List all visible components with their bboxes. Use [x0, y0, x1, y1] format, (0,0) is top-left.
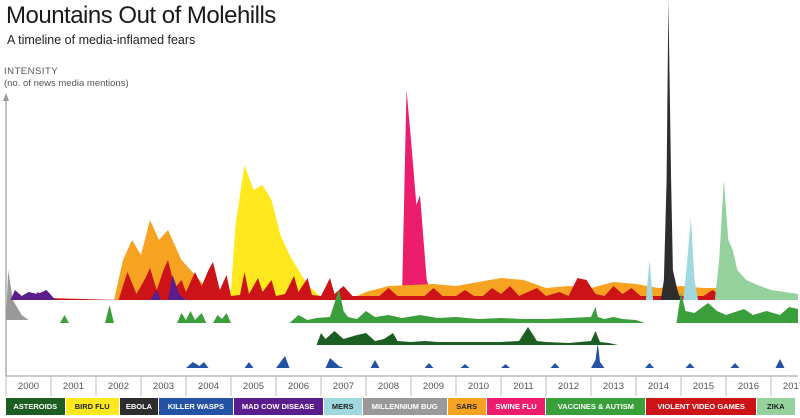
series-zika [714, 180, 798, 300]
series-violent-video-games [33, 260, 798, 300]
x-tick-label: 2006 [288, 381, 309, 392]
x-tick-label: 2017 [783, 381, 800, 392]
y-axis-sublabel: (no. of news media mentions) [4, 78, 129, 89]
x-tick-label: 2011 [513, 381, 533, 392]
x-tick-label: 2009 [423, 381, 444, 392]
series-layer [6, 0, 798, 368]
legend-item-ebola: EBOLA [119, 398, 159, 415]
x-tick-label: 2007 [333, 381, 354, 392]
legend-item-mad-cow-disease: MAD COW DISEASE [233, 398, 324, 415]
legend-item-sars: SARS [447, 398, 487, 415]
x-tick-label: 2003 [153, 381, 174, 392]
x-tick-label: 2002 [108, 381, 129, 392]
legend-item-mers: MERS [323, 398, 363, 415]
x-tick-label: 2016 [738, 381, 759, 392]
x-tick-label: 2000 [18, 381, 39, 392]
legend-item-violent-video-games: VIOLENT VIDEO GAMES [646, 398, 757, 415]
legend: ASTEROIDS BIRD FLU EBOLA KILLER WASPS MAD CO… [6, 398, 796, 415]
legend-item-millennium-bug: MILLENNIUM BUG [362, 398, 448, 415]
x-tick-label: 2001 [63, 381, 84, 392]
series-bird-flu [222, 165, 330, 300]
x-tick-label: 2010 [468, 381, 489, 392]
series-asteroids [316, 327, 618, 345]
x-tick-label: 2013 [603, 381, 624, 392]
series-millennium-bug [6, 270, 29, 320]
series-swine-flu [393, 90, 434, 300]
legend-item-asteroids: ASTEROIDS [6, 398, 66, 415]
legend-item-swine-flu: SWINE FLU [486, 398, 547, 415]
y-axis-label: INTENSITY [4, 66, 59, 77]
x-tick-label: 2004 [198, 381, 219, 392]
legend-item-zika: ZIKA [756, 398, 796, 415]
x-tick-label: 2014 [648, 381, 669, 392]
y-axis-arrow [3, 93, 9, 101]
timeline-chart: 2000 2001 2002 2003 2004 2005 2006 2007 2008 2009… [3, 0, 800, 396]
axis-layer: 2000 2001 2002 2003 2004 2005 2006 2007 2008 2009… [3, 93, 800, 396]
legend-item-killer-wasps: KILLER WASPS [158, 398, 234, 415]
legend-item-bird-flu: BIRD FLU [65, 398, 120, 415]
x-tick-label: 2005 [243, 381, 264, 392]
series-mers [640, 218, 699, 300]
series-killer-wasps [186, 343, 785, 368]
legend-item-vaccines-autism: VACCINES & AUTISM [546, 398, 647, 415]
series-mad-cow-disease [10, 275, 186, 300]
x-tick-label: 2008 [378, 381, 399, 392]
x-tick-label: 2012 [558, 381, 579, 392]
x-tick-label: 2015 [693, 381, 714, 392]
series-ebola [660, 0, 681, 300]
chart-title: Mountains Out of Molehills [6, 2, 276, 29]
series-vaccines-autism [60, 289, 798, 323]
chart-subtitle: A timeline of media-inflamed fears [7, 33, 196, 47]
